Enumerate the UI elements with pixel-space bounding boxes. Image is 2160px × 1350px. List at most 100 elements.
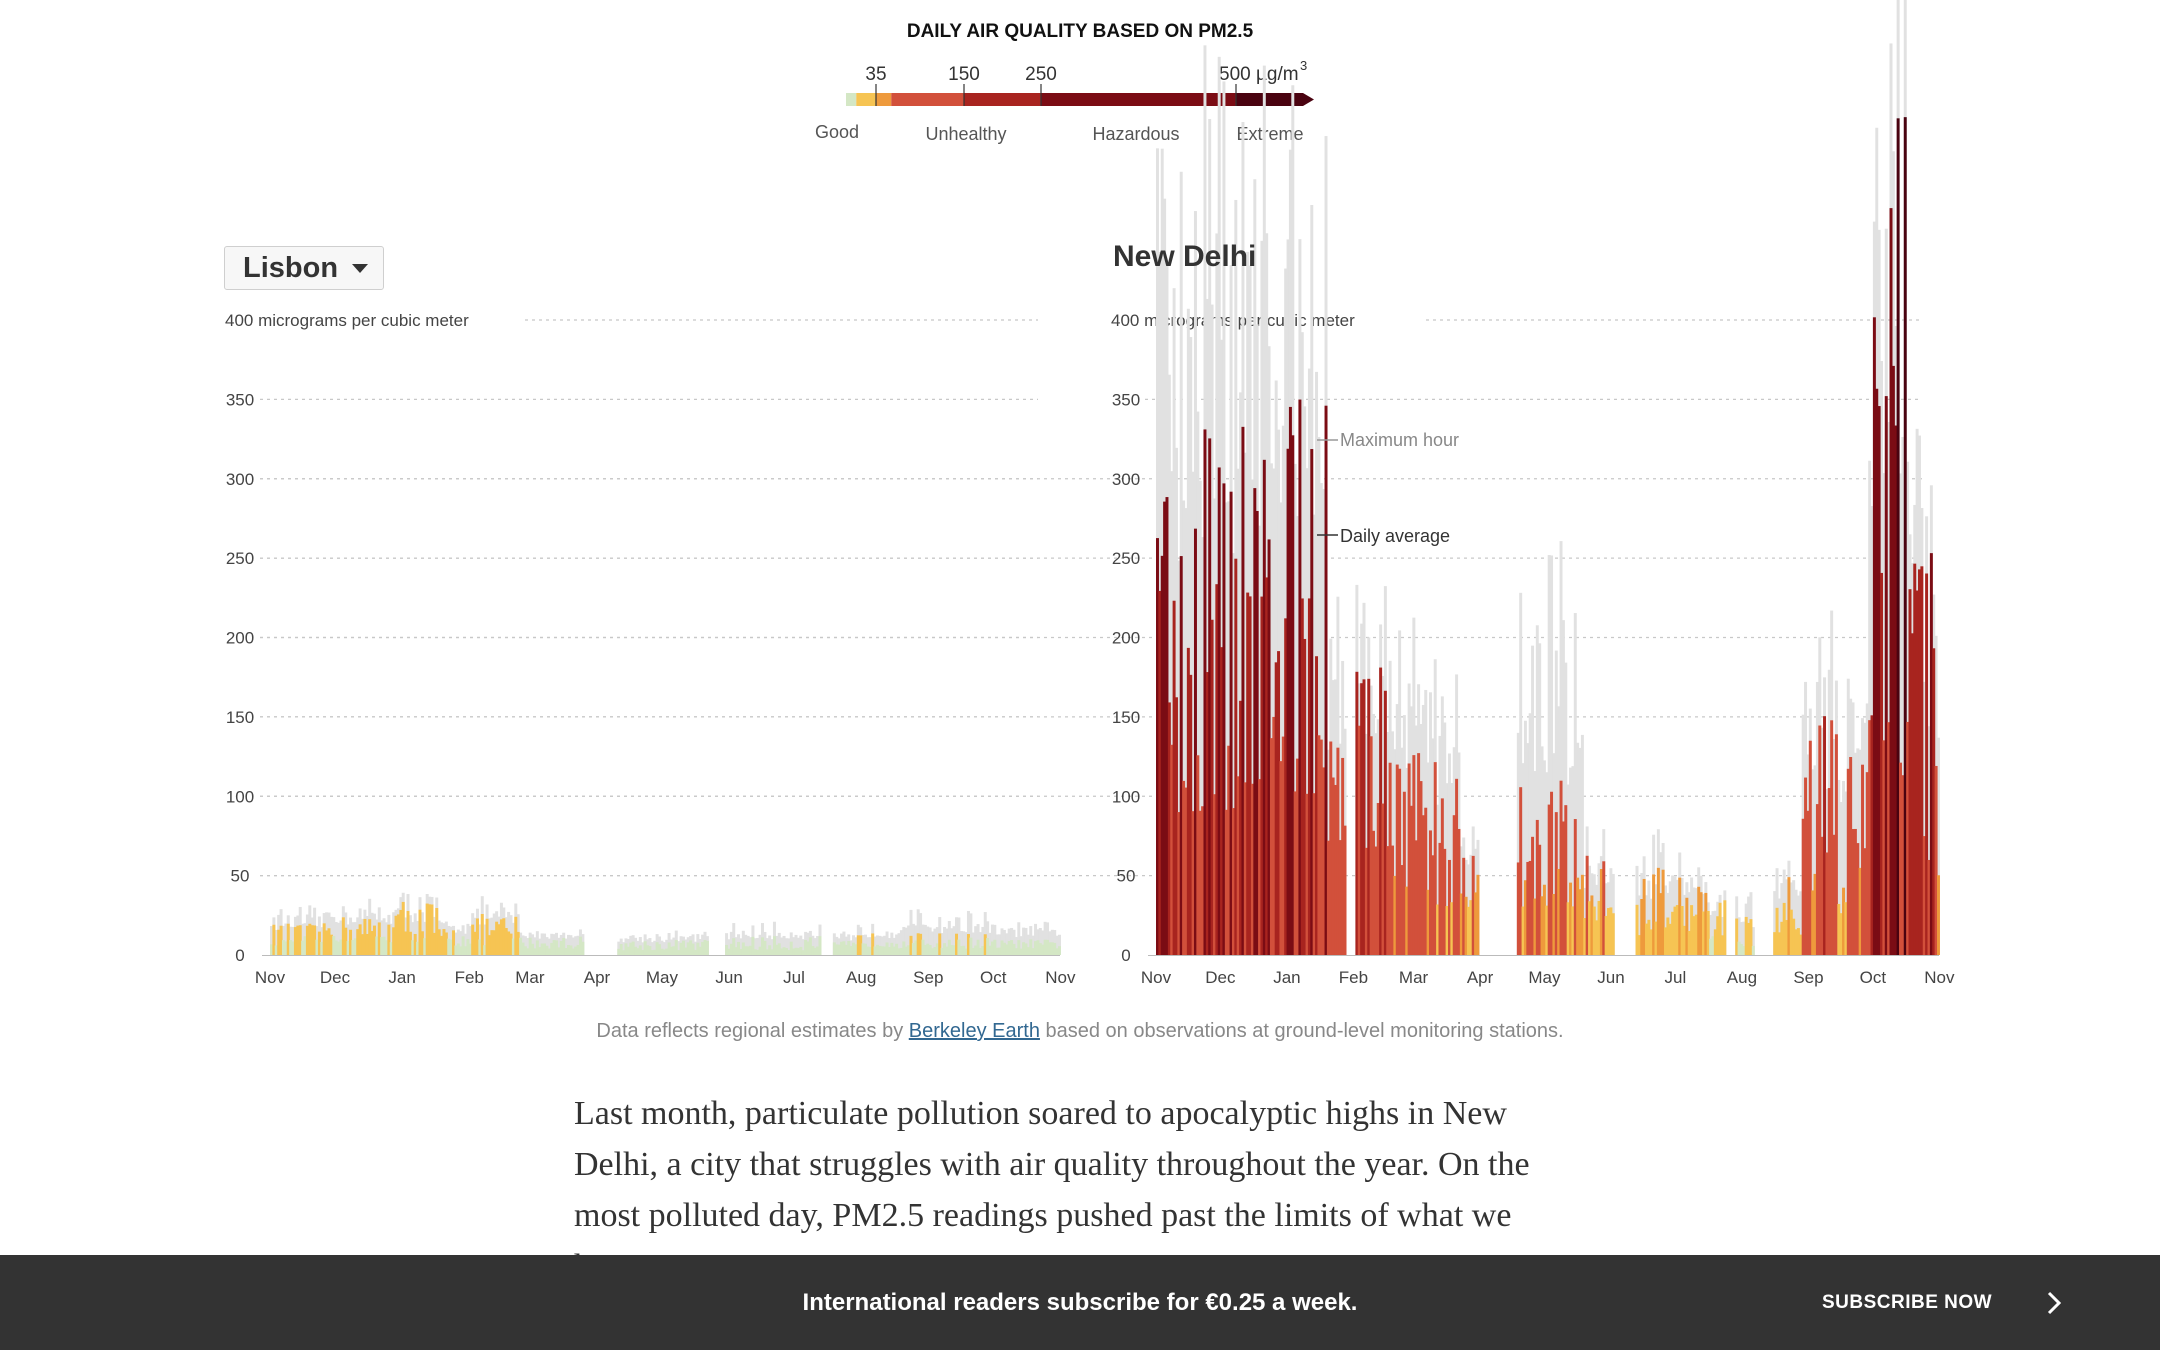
daily-average-bar — [852, 942, 856, 955]
chevron-right-icon[interactable] — [2040, 1289, 2068, 1317]
berkeley-earth-link[interactable]: Berkeley Earth — [908, 1020, 1040, 1042]
max-hour-bar — [1258, 525, 1262, 955]
daily-average-bar — [768, 945, 772, 955]
max-hour-bar — [1547, 555, 1551, 955]
daily-average-bar — [547, 948, 551, 955]
daily-average-bar — [1405, 886, 1409, 955]
daily-average-bar — [497, 924, 501, 955]
daily-average-bar — [784, 948, 788, 955]
daily-average-bar — [749, 945, 753, 955]
daily-average-bar — [686, 942, 690, 955]
daily-average-bar — [313, 925, 317, 955]
daily-average-bar — [1031, 948, 1035, 955]
daily-average-bar — [1607, 908, 1611, 955]
daily-average-bar — [1685, 897, 1689, 955]
daily-average-bar — [1742, 946, 1746, 955]
daily-average-bar — [1796, 928, 1800, 955]
max-hour-bar — [1578, 747, 1582, 955]
daily-average-bar — [543, 943, 547, 955]
daily-average-bar — [1825, 852, 1829, 955]
subscribe-now-button[interactable]: SUBSCRIBE NOW — [1822, 1291, 1993, 1313]
max-hour-bar — [1794, 889, 1798, 955]
daily-average-bar — [1884, 396, 1888, 955]
daily-average-bar — [1751, 945, 1755, 955]
daily-average-bar — [1906, 721, 1910, 955]
max-hour-bar — [1428, 692, 1432, 955]
daily-average-bar — [327, 928, 331, 955]
daily-average-bar — [1599, 869, 1603, 955]
daily-average-bar — [1041, 944, 1045, 955]
daily-average-bar — [1186, 647, 1190, 955]
max-hour-bar — [456, 929, 460, 955]
daily-average-bar — [581, 941, 585, 955]
daily-average-bar — [1595, 920, 1599, 955]
daily-average-bar — [626, 946, 630, 955]
daily-average-bar — [899, 947, 903, 955]
daily-average-bar — [1723, 900, 1727, 955]
daily-average-bar — [1654, 921, 1658, 955]
daily-average-bar — [1839, 913, 1843, 955]
daily-average-bar — [1901, 775, 1905, 955]
daily-average-bar — [1227, 745, 1231, 955]
max-hour-bar — [622, 942, 626, 955]
x-tick-label: Mar — [1399, 968, 1429, 987]
daily-average-bar — [751, 936, 755, 955]
daily-average-bar — [1844, 902, 1848, 955]
daily-average-bar — [1291, 435, 1295, 955]
daily-average-bar — [1424, 807, 1428, 955]
daily-average-bar — [1744, 916, 1748, 955]
max-hour-bar — [454, 932, 458, 955]
daily-average-bar — [681, 940, 685, 955]
daily-average-bar — [1718, 902, 1722, 955]
max-hour-bar — [990, 924, 994, 955]
legend-tick-150: 150 — [948, 64, 980, 85]
daily-average-bar — [495, 921, 499, 955]
y-axis-label: 400 micrograms per cubic meter — [1111, 311, 1355, 330]
max-hour-bar — [523, 936, 527, 955]
daily-average-bar — [1521, 906, 1525, 955]
daily-average-bar — [875, 944, 879, 955]
daily-average-bar — [442, 929, 446, 955]
source-suffix: based on observations at ground-level mo… — [1039, 1020, 1564, 1042]
daily-average-bar — [1773, 932, 1777, 955]
daily-average-bar — [308, 923, 312, 955]
max-hour-bar — [746, 935, 750, 955]
daily-average-bar — [1903, 117, 1907, 955]
max-hour-bar — [526, 938, 530, 955]
daily-average-bar — [1005, 944, 1009, 955]
daily-average-bar — [1749, 919, 1753, 955]
max-hour-bar — [382, 918, 386, 955]
daily-average-bar — [576, 944, 580, 955]
daily-average-bar — [1450, 902, 1454, 955]
y-tick-label: 250 — [226, 549, 254, 568]
daily-average-bar — [1310, 449, 1314, 955]
daily-average-bar — [1241, 426, 1245, 955]
daily-average-bar — [322, 923, 326, 955]
daily-average-bar — [772, 936, 776, 955]
daily-average-bar — [502, 918, 506, 955]
city-dropdown[interactable]: Lisbon — [224, 246, 384, 290]
legend-unit-superscript: 3 — [1300, 58, 1307, 73]
daily-average-bar — [452, 930, 456, 955]
daily-average-bar — [1436, 904, 1440, 955]
daily-average-bar — [1248, 596, 1252, 955]
daily-average-bar — [1279, 761, 1283, 955]
daily-average-bar — [270, 944, 273, 955]
max-hour-bar — [947, 920, 951, 955]
daily-average-bar — [523, 946, 527, 955]
daily-average-bar — [1343, 825, 1347, 955]
max-hour-bar — [1055, 935, 1059, 955]
y-tick-label: 150 — [1112, 708, 1140, 727]
max-hour-bar — [904, 927, 908, 955]
daily-average-bar — [1922, 836, 1926, 955]
y-tick-label: 200 — [1112, 629, 1140, 648]
daily-average-bar — [737, 941, 741, 955]
daily-average-bar — [926, 943, 930, 955]
max-hour-bar — [1927, 726, 1931, 955]
max-hour-bar — [782, 935, 786, 955]
max-hour-bar — [1224, 502, 1228, 955]
daily-average-bar — [1578, 889, 1582, 955]
daily-average-bar — [310, 925, 314, 955]
daily-average-bar — [758, 946, 762, 955]
daily-average-bar — [1799, 934, 1803, 955]
